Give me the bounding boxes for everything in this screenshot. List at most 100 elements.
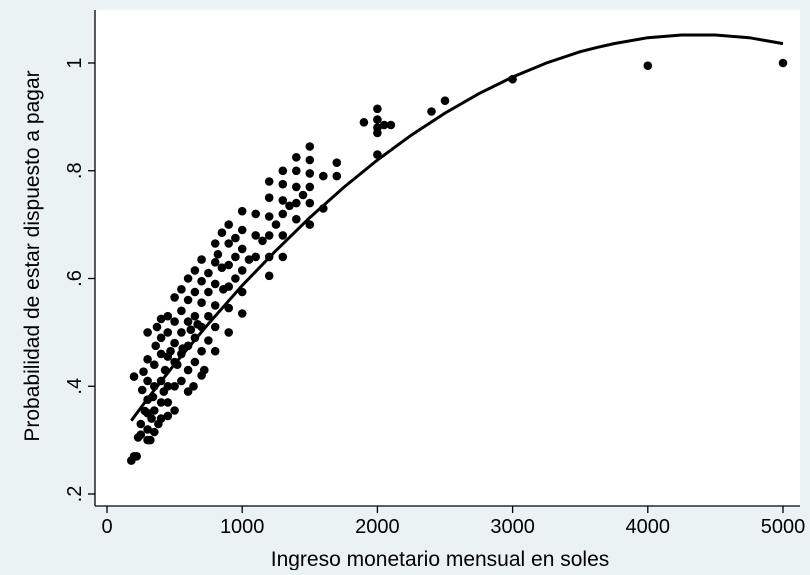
data-point [332, 171, 342, 181]
data-point [190, 357, 200, 367]
data-point [386, 120, 396, 130]
data-point [278, 166, 288, 176]
data-point [147, 414, 156, 423]
data-point [150, 427, 159, 437]
data-point [224, 260, 233, 270]
data-point [156, 333, 166, 343]
data-point [163, 328, 173, 337]
data-point [163, 398, 173, 407]
data-point [210, 239, 220, 248]
data-point [213, 250, 223, 259]
data-point [170, 406, 179, 415]
data-point [129, 372, 139, 381]
plot-area [95, 10, 800, 506]
data-point [643, 61, 653, 70]
data-point [177, 328, 186, 337]
data-point [258, 236, 267, 246]
data-point [231, 252, 240, 262]
data-point [204, 311, 213, 321]
data-point [278, 196, 288, 205]
y-tick-label: .2 [64, 486, 86, 503]
data-point [305, 169, 315, 178]
data-point [210, 301, 220, 310]
data-point [217, 228, 227, 237]
data-point [136, 430, 146, 440]
x-axis-label: Ingreso monetario mensual en soles [271, 548, 610, 570]
data-point [305, 182, 315, 192]
data-point [163, 382, 173, 391]
data-point [197, 276, 206, 286]
data-point [319, 171, 328, 181]
data-point [278, 209, 288, 219]
data-point [251, 252, 260, 262]
data-point [210, 322, 220, 332]
data-point [183, 295, 193, 305]
data-point [298, 190, 308, 200]
data-point [305, 155, 315, 165]
x-tick-label: 2000 [355, 516, 400, 538]
data-point [231, 274, 240, 283]
data-point [183, 387, 193, 396]
data-point [292, 198, 301, 208]
data-point [251, 209, 260, 219]
data-point [151, 341, 160, 351]
data-point [197, 255, 206, 264]
y-axis-label: Probabilidad de estar dispuesto a pagar [21, 70, 44, 441]
data-point [137, 385, 147, 395]
data-point [373, 104, 382, 114]
data-point [200, 365, 209, 375]
data-point [183, 317, 193, 326]
data-point [163, 311, 173, 321]
x-tick-label: 4000 [626, 516, 671, 538]
data-point [146, 435, 155, 445]
data-point [278, 179, 288, 189]
data-point [210, 346, 220, 356]
data-point [170, 317, 179, 326]
fitted-curve [130, 33, 784, 422]
x-tick-label: 3000 [490, 516, 535, 538]
data-point [136, 419, 146, 429]
data-point [156, 314, 166, 324]
data-point [150, 360, 159, 370]
data-point [189, 382, 198, 391]
data-point [237, 225, 247, 235]
data-point [217, 263, 227, 273]
data-point [292, 214, 301, 224]
data-point [163, 411, 173, 421]
x-tick-label: 5000 [761, 516, 806, 538]
data-point [139, 367, 148, 377]
data-point [332, 158, 342, 167]
x-axis: 0 1000 2000 3000 4000 5000 [95, 505, 806, 538]
data-point [224, 239, 233, 248]
data-point [305, 198, 315, 208]
data-point [156, 398, 166, 407]
data-point [237, 244, 247, 254]
data-point [224, 303, 233, 313]
data-point [183, 365, 193, 375]
data-point [271, 220, 281, 229]
data-point [264, 212, 274, 221]
data-point [440, 96, 450, 105]
data-point [224, 282, 233, 291]
data-point [224, 220, 233, 229]
y-tick-label: .4 [64, 378, 86, 395]
data-point [204, 268, 213, 278]
data-point [204, 287, 213, 297]
data-point [379, 120, 389, 130]
data-point [143, 355, 152, 364]
data-point [150, 406, 159, 415]
y-tick-label: .8 [64, 162, 86, 179]
fit-line-group [130, 33, 784, 422]
data-point [170, 293, 179, 302]
data-point [237, 266, 247, 275]
data-point [170, 382, 179, 391]
data-point [143, 425, 152, 434]
data-point [177, 376, 186, 386]
data-point [152, 322, 162, 332]
data-point [292, 182, 301, 192]
data-point [170, 338, 179, 348]
data-point [373, 115, 382, 124]
data-point [292, 166, 301, 176]
data-point [156, 414, 166, 423]
